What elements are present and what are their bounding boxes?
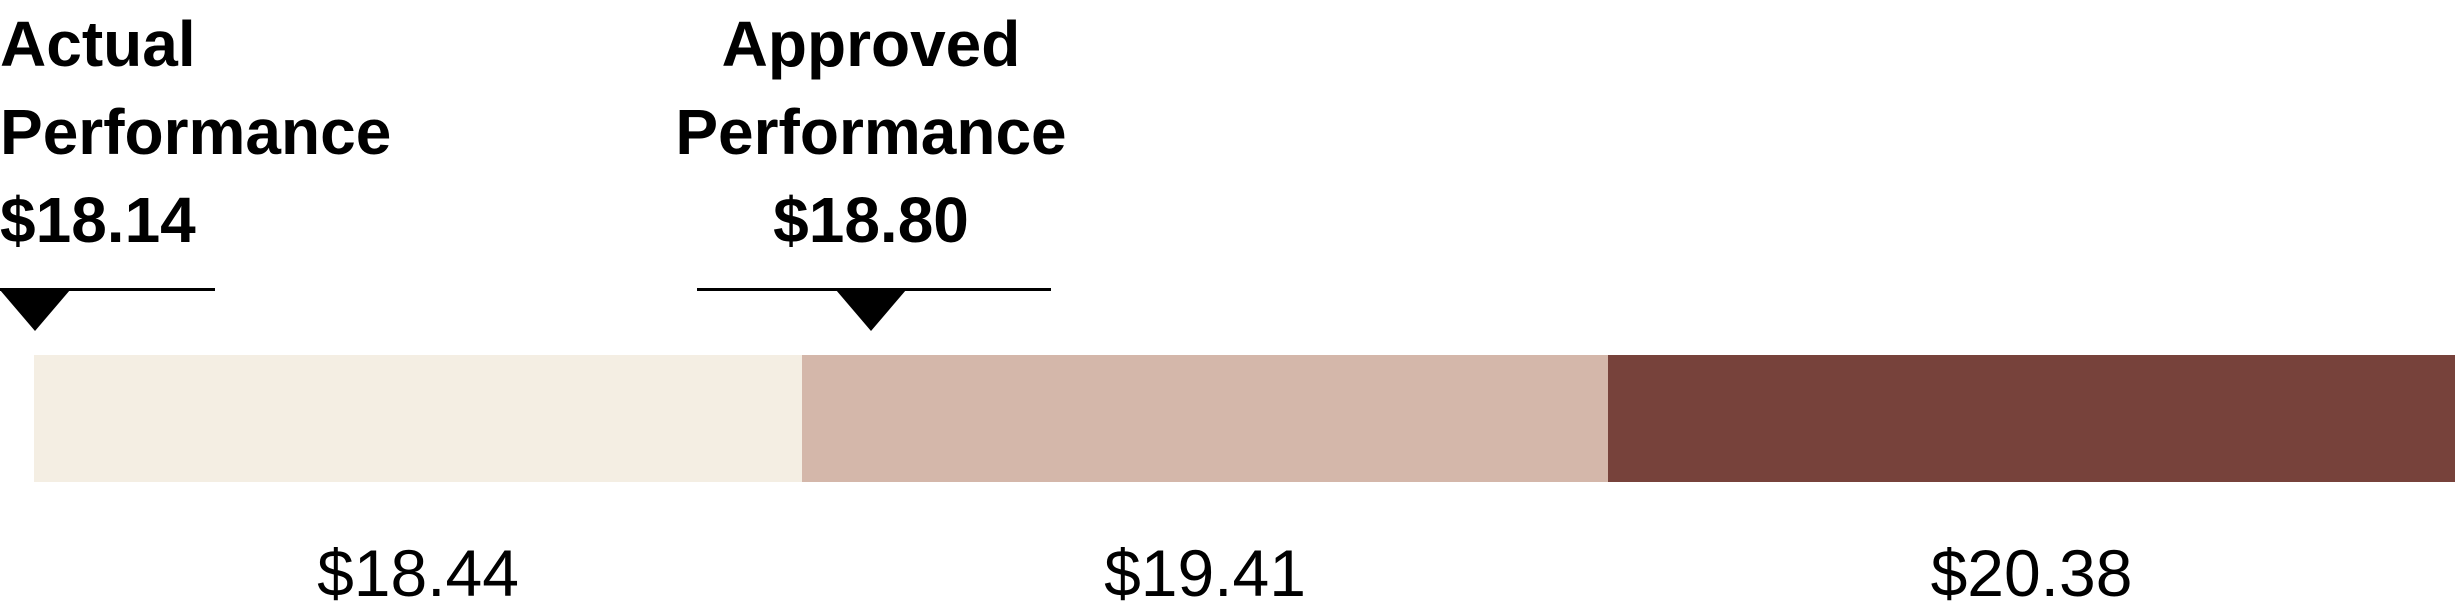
band-segment-1 [34,355,802,482]
actual-marker-label: Actual Performance $18.14 [0,0,391,264]
band-label-2: $19.41 [1104,536,1306,610]
approved-marker-rule [697,288,1051,291]
approved-label-line-2: Performance [675,96,1067,168]
actual-marker-triangle-icon [0,290,70,331]
approved-label-value: $18.80 [773,184,969,256]
actual-label-value: $18.14 [0,184,196,256]
band-label-3: $20.38 [1930,536,2133,610]
actual-label-line-1: Actual [0,8,196,80]
band-segment-2 [802,355,1608,482]
actual-label-line-2: Performance [0,96,392,168]
band-segment-3 [1608,355,2455,482]
band-label-1: $18.44 [317,536,519,610]
approved-marker-triangle-icon [836,290,906,331]
actual-marker-rule [0,288,215,291]
approved-label-line-1: Approved [721,8,1021,80]
approved-marker-label: Approved Performance $18.80 [646,0,1096,264]
